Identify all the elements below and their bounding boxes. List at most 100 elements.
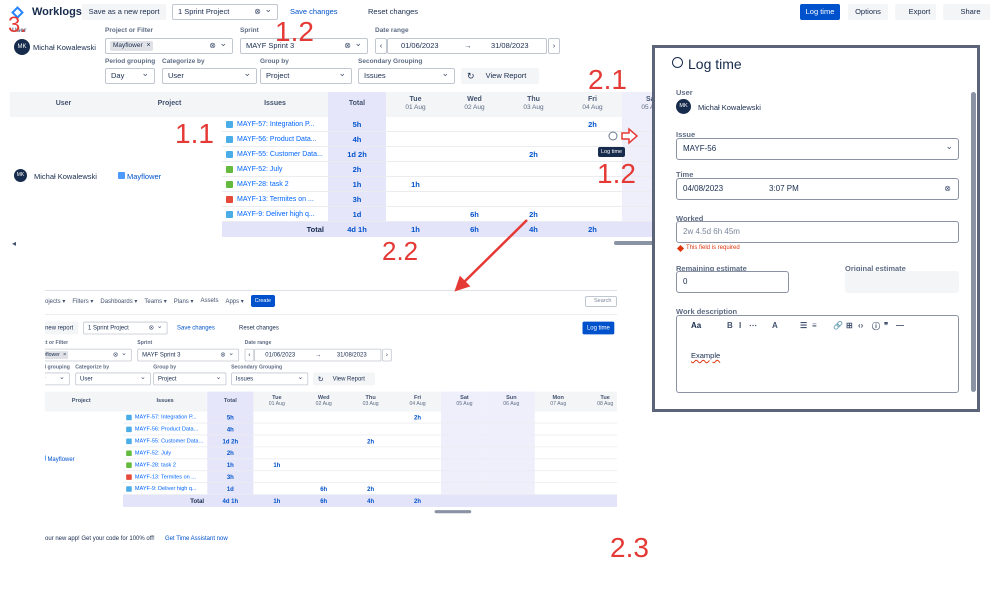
issue-link[interactable]: MAYF-57: Integration P... [134, 414, 197, 421]
toolbar-button[interactable]: ⊞ [846, 321, 853, 330]
reset-changes-link[interactable]: Reset changes [368, 7, 419, 16]
save-as-button[interactable]: Save as a new report [82, 4, 166, 20]
period-select[interactable]: Day [105, 66, 155, 84]
group-select[interactable]: Project [260, 66, 352, 84]
log-time-button[interactable]: Log time [800, 4, 840, 20]
project-cell-name[interactable]: Mayflower [47, 455, 75, 463]
time-input[interactable]: 04/08/2023 3:07 PM ⊗ [676, 178, 959, 200]
scrollbar-thumb[interactable] [614, 241, 660, 245]
toolbar-button[interactable]: ≡ [812, 321, 817, 330]
log-time-dialog: Log time User MK Michał Kowalewski Issue MAYF… [652, 45, 980, 412]
project-filter-select[interactable]: Mayflower× ⊗ [105, 36, 233, 54]
issue-link[interactable]: MAYF-28: task 2 [237, 181, 289, 188]
view-report-button[interactable]: View Report ↻ [312, 372, 376, 386]
period-select[interactable]: Day [45, 371, 70, 386]
search-box[interactable]: Search [585, 296, 617, 307]
date-prev[interactable]: ‹ [244, 348, 255, 362]
day-total: 6h [320, 497, 328, 505]
scroll-left[interactable]: ◂ [12, 239, 17, 248]
toolbar-button[interactable]: ‹› [858, 321, 864, 330]
date-range-input[interactable]: 01/06/2023 → 31/08/2023 [387, 38, 547, 54]
toolbar-button[interactable]: ❞ [884, 321, 889, 330]
date-next[interactable]: › [548, 38, 560, 54]
nav-item[interactable]: Teams ▾ [144, 299, 167, 305]
options-button[interactable]: Options [848, 4, 888, 20]
categorize-select[interactable]: User [162, 66, 257, 84]
scrollbar-thumb[interactable] [434, 510, 472, 514]
nav-item[interactable]: Plans ▾ [173, 299, 194, 305]
day-header: Fri [588, 96, 597, 103]
text-style-button[interactable]: Aa [691, 321, 702, 330]
project-select[interactable]: 1 Sprint Project ⊗ [83, 320, 168, 335]
date-header: 02 Aug [315, 401, 332, 407]
nav-item[interactable]: Assets [200, 298, 219, 304]
row-divider [122, 446, 617, 448]
toolbar-button[interactable]: I [739, 321, 742, 330]
tag-remove: × [146, 42, 151, 49]
issue-link[interactable]: MAYF-13: Termites on ... [134, 474, 196, 480]
toolbar-button[interactable]: 🔗 [833, 321, 843, 330]
secondary-select[interactable]: Issues [358, 66, 455, 84]
save-changes-link[interactable]: Save changes [177, 324, 215, 332]
clear-icon: ⊗ [148, 324, 154, 332]
description-editor[interactable]: Aa B I ⋯ A ☰ ≡ 🔗 ⊞ ‹› ⓘ ❞ — Example [676, 315, 959, 393]
issue-link[interactable]: MAYF-9: Deliver high q... [237, 211, 315, 218]
toolbar-button[interactable]: ⋯ [749, 321, 757, 330]
nav-item[interactable]: Apps ▾ [225, 299, 244, 305]
worked-input[interactable]: 2w 4.5d 6h 45m [676, 221, 959, 243]
nav-item[interactable]: Filters ▾ [72, 299, 94, 305]
issue-link[interactable]: MAYF-55: Customer Data... [237, 151, 323, 158]
row-divider [222, 146, 858, 147]
time-value: 3:07 PM [769, 184, 799, 193]
issue-link[interactable]: MAYF-52: July [134, 450, 172, 457]
toolbar-button[interactable]: ⓘ [872, 322, 880, 331]
panel-scrollbar [971, 92, 976, 392]
group-select[interactable]: Project [153, 371, 227, 386]
issue-icon [126, 474, 132, 480]
promo-link[interactable]: Get Time Assistant now [165, 536, 228, 542]
issue-total: 4h [352, 135, 362, 144]
secondary-select[interactable]: Issues [231, 371, 309, 386]
toolbar-button[interactable]: ☰ [800, 321, 808, 330]
toolbar-button[interactable]: A [772, 321, 778, 330]
project-cell-name[interactable]: Mayflower [127, 172, 162, 181]
remaining-input[interactable]: 0 [676, 271, 789, 293]
categorize-select[interactable]: User [75, 371, 151, 386]
day-header: Tue [272, 394, 282, 401]
issue-link[interactable]: MAYF-13: Termites on ... [237, 196, 314, 203]
sprint-select[interactable]: MAYF Sprint 3 ⊗ [137, 347, 240, 362]
user-name: Michał Kowalewski [698, 103, 761, 112]
time-label: Time [676, 170, 694, 179]
date-prev[interactable]: ‹ [375, 38, 387, 54]
clear-icon: ⊗ [344, 41, 351, 50]
issue-link[interactable]: MAYF-56: Product Data... [134, 426, 199, 433]
toolbar-button[interactable]: B [727, 321, 733, 330]
issue-link[interactable]: MAYF-57: Integration P... [237, 121, 315, 128]
row-divider [222, 191, 858, 192]
date-next[interactable]: › [382, 348, 392, 362]
issue-link[interactable]: MAYF-56: Product Data... [237, 136, 317, 143]
reset-changes-link[interactable]: Reset changes [239, 324, 279, 332]
create-button[interactable]: Create [250, 295, 275, 307]
issue-link[interactable]: MAYF-28: task 2 [134, 462, 176, 468]
issue-link[interactable]: MAYF-52: July [237, 166, 283, 173]
issue-select[interactable]: MAYF-56 [676, 136, 959, 160]
log-time-button[interactable]: Log time [582, 321, 615, 335]
share-button[interactable]: Share [943, 4, 990, 20]
nav-item[interactable]: Dashboards ▾ [100, 299, 138, 305]
issue-link[interactable]: MAYF-9: Deliver high q... [134, 486, 197, 492]
date-from: 01/06/2023 [401, 41, 439, 50]
toolbar-button[interactable]: — [896, 321, 904, 330]
sprint-select[interactable]: MAYF Sprint 3 ⊗ [240, 36, 368, 54]
save-as-button[interactable]: Save as a new report [45, 321, 79, 335]
project-filter-select[interactable]: Mayflower× ⊗ [45, 347, 132, 362]
date-range-input[interactable]: 01/06/2023 → 31/08/2023 [254, 348, 382, 362]
issue-link[interactable]: MAYF-55: Customer Data... [134, 438, 204, 445]
weekend-column-bg [440, 391, 488, 507]
export-button[interactable]: Export [895, 4, 936, 20]
save-changes-link[interactable]: Save changes [290, 7, 338, 16]
issue-total: 2h [226, 449, 234, 457]
project-select[interactable]: 1 Sprint Project ⊗ [172, 2, 278, 20]
view-report-button[interactable]: View Report ↻ [461, 68, 539, 84]
nav-item[interactable]: ojects ▾ [45, 299, 66, 305]
